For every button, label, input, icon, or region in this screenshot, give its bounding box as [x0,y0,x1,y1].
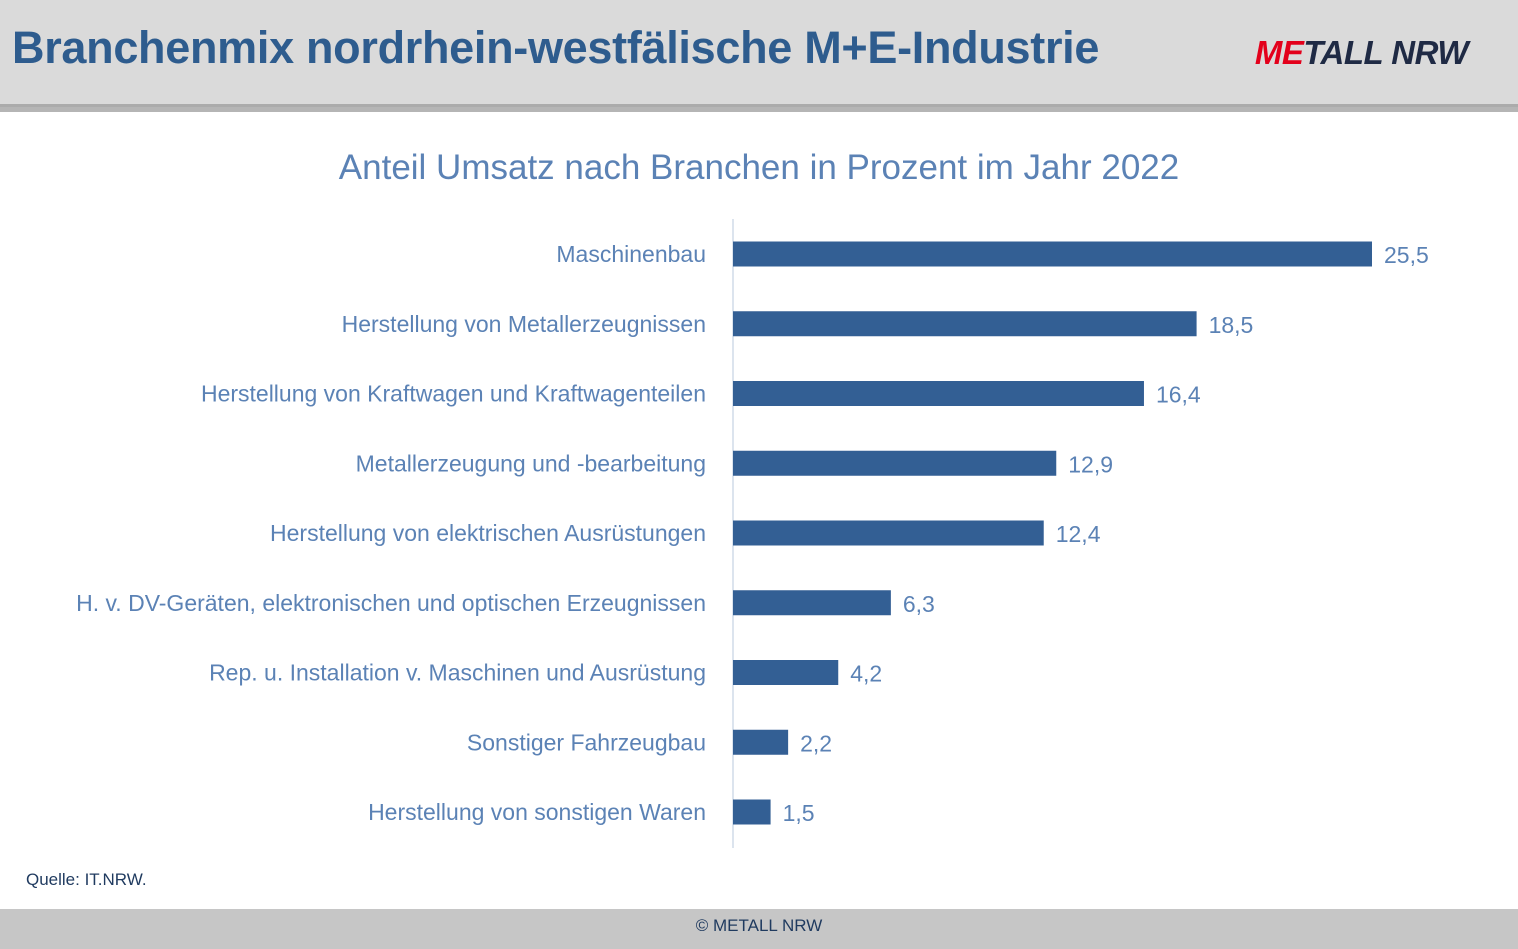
logo-text: TALL NRW [1303,34,1468,71]
category-label: Metallerzeugung und -bearbeitung [356,450,706,476]
category-label: Rep. u. Installation v. Maschinen und Au… [209,660,706,686]
metall-nrw-logo: METALL NRW [1254,34,1469,72]
bar [733,381,1144,406]
data-label: 25,5 [1384,242,1429,268]
page-title: Branchenmix nordrhein-westfälische M+E-I… [12,22,1100,73]
footer-bar: © METALL NRW [0,909,1518,949]
data-label: 12,9 [1068,451,1113,477]
header-divider [0,104,1518,107]
category-label: Herstellung von elektrischen Ausrüstunge… [270,520,706,546]
data-label: 16,4 [1156,382,1201,408]
bar [733,660,839,685]
data-label: 4,2 [850,661,882,687]
logo-accent-text: ME [1254,34,1304,71]
category-label: Sonstiger Fahrzeugbau [467,729,706,755]
data-label: 2,2 [800,730,832,756]
data-label: 1,5 [783,800,815,826]
bar [733,590,891,616]
header-divider-shadow [0,107,1518,112]
category-label: Herstellung von Kraftwagen und Kraftwage… [201,381,706,407]
bar [733,520,1044,546]
data-label: 18,5 [1209,312,1254,338]
data-label: 12,4 [1056,521,1101,547]
bar [733,799,771,825]
category-label: Herstellung von Metallerzeugnissen [342,311,706,337]
category-label: H. v. DV-Geräten, elektronischen und opt… [76,590,706,616]
header-bar [0,0,1518,104]
category-label: Maschinenbau [556,241,706,267]
bar [733,450,1057,476]
category-label: Herstellung von sonstigen Waren [368,799,706,825]
bar [733,311,1197,337]
chart-title: Anteil Umsatz nach Branchen in Prozent i… [338,148,1180,187]
source-note: Quelle: IT.NRW. [26,870,147,889]
copyright-text: © METALL NRW [695,916,823,935]
bar [733,241,1372,267]
data-label: 6,3 [903,591,935,617]
bar [733,729,789,755]
